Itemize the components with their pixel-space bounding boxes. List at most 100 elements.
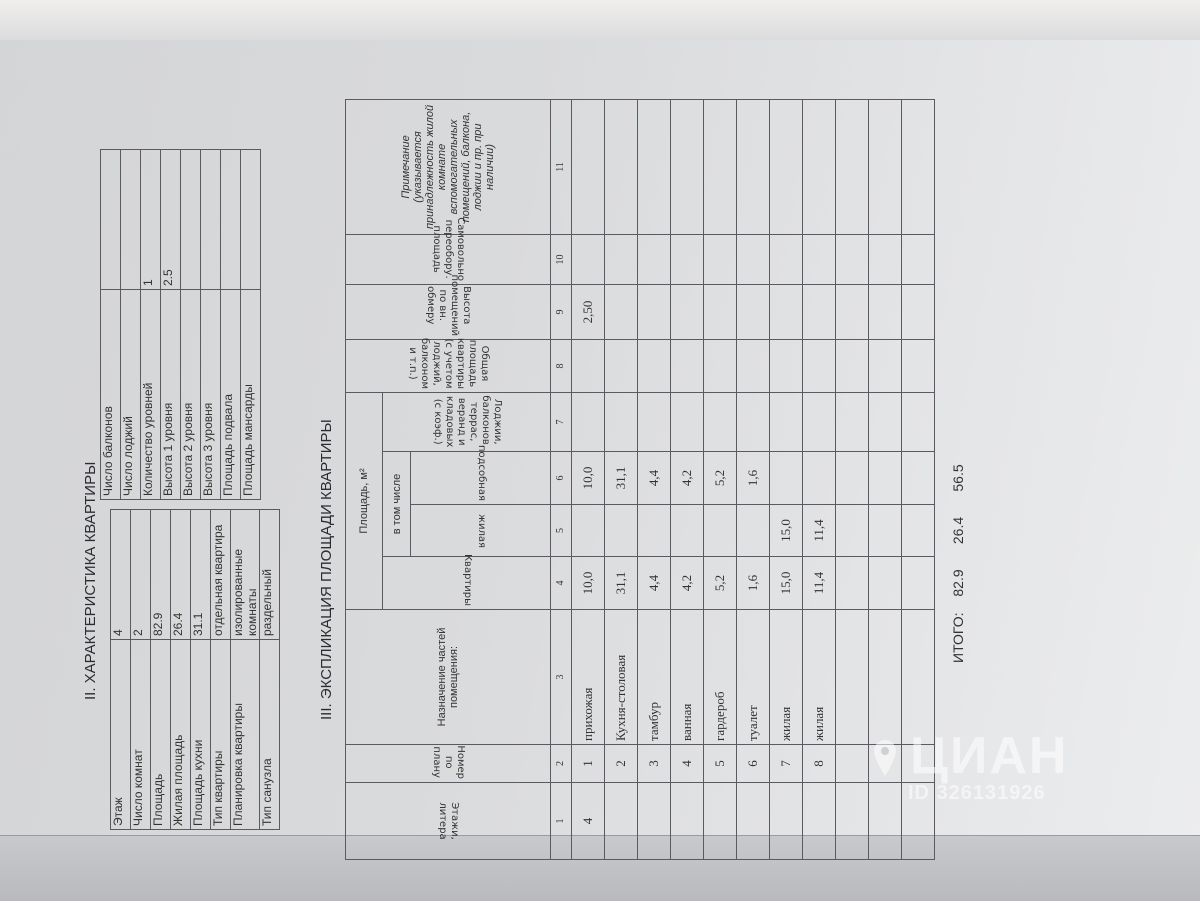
cell-name: туалет [736, 609, 770, 745]
cell-apartment [901, 556, 935, 610]
header-unauthorized: Самовольно переобору. площадь [345, 217, 551, 285]
cell-floor [637, 782, 671, 860]
cell-floor [736, 782, 770, 860]
cell-loggia [835, 392, 869, 452]
section2-title: II. ХАРАКТЕРИСТИКА КВАРТИРЫ [82, 461, 99, 700]
cell-height [736, 284, 770, 340]
cell-living: 11,4 [802, 504, 836, 557]
characteristic-row: Количество уровней 1 [140, 149, 161, 500]
column-number: 1 [550, 782, 572, 860]
table-row: 4 1 прихожая 10,0 10,0 2,50 [571, 99, 605, 860]
cell-loggia [571, 392, 605, 452]
characteristic-row: Этаж 4 [110, 509, 131, 830]
characteristic-row: Площадь подвала [220, 149, 241, 500]
cell-total [571, 339, 605, 393]
cell-loggia [868, 392, 902, 452]
characteristic-label: Жилая площадь [170, 639, 191, 830]
characteristic-row: Жилая площадь 26.4 [170, 509, 191, 830]
total-apartment: 82.9 [934, 556, 981, 610]
cell-floor [703, 782, 737, 860]
cell-apartment: 4,4 [637, 556, 671, 610]
cell-auxiliary: 4,4 [637, 451, 671, 505]
cell-num [835, 744, 869, 783]
total-blank [934, 284, 981, 340]
cell-unauth [703, 234, 737, 285]
characteristic-row: Высота 3 уровня [200, 149, 221, 500]
characteristic-label: Высота 3 уровня [200, 289, 221, 500]
characteristic-label: Площадь мансарды [240, 289, 261, 500]
cell-num: 4 [670, 744, 704, 783]
cell-loggia [604, 392, 638, 452]
cell-name: Кухня-столовая [604, 609, 638, 745]
cell-height [637, 284, 671, 340]
cell-name: гардероб [703, 609, 737, 745]
cell-note [703, 99, 737, 235]
cell-note [835, 99, 869, 235]
characteristic-label: Площадь [150, 639, 171, 830]
cell-total [703, 339, 737, 393]
cell-unauth [868, 234, 902, 285]
watermark-logo: ЦИАН [910, 727, 1069, 785]
cell-note [670, 99, 704, 235]
cell-total [637, 339, 671, 393]
cell-auxiliary: 4,2 [670, 451, 704, 505]
characteristic-row: Число лоджий [120, 149, 141, 500]
column-number: 6 [550, 451, 572, 505]
cell-num: 8 [802, 744, 836, 783]
total-blank [934, 339, 981, 393]
characteristic-value: 31.1 [190, 509, 211, 640]
cell-loggia [901, 392, 935, 452]
characteristic-value: изолированные комнаты [230, 509, 260, 640]
watermark-id: ID 326131926 [908, 782, 1046, 804]
location-pin-icon [874, 740, 896, 776]
characteristic-value: 4 [110, 509, 131, 640]
characteristic-row: Планировка квартиры изолированные комнаты [230, 509, 260, 830]
cell-unauth [769, 234, 803, 285]
cell-unauth [835, 234, 869, 285]
cell-total [868, 339, 902, 393]
total-auxiliary: 56.5 [934, 451, 981, 505]
cell-floor [802, 782, 836, 860]
cell-unauth [670, 234, 704, 285]
cell-height [835, 284, 869, 340]
total-label: ИТОГО: [934, 609, 981, 745]
header-plan-number: Номер по плану [345, 744, 551, 783]
page-bottom-edge [0, 835, 1200, 901]
header-including: в том числе [382, 451, 411, 557]
cell-note [901, 99, 935, 235]
total-blank [934, 234, 981, 285]
total-blank [934, 99, 981, 235]
characteristic-row: Высота 2 уровня [180, 149, 201, 500]
cell-total [670, 339, 704, 393]
column-number: 11 [550, 99, 572, 235]
header-floor: Этажи, литера [345, 782, 551, 860]
characteristic-row: Тип санузла раздельный [259, 509, 280, 830]
column-number: 9 [550, 284, 572, 340]
column-number: 7 [550, 392, 572, 452]
header-apartment: Квартиры [382, 554, 551, 610]
characteristic-value [120, 149, 141, 290]
cell-auxiliary [868, 451, 902, 505]
cell-living [604, 504, 638, 557]
characteristic-label: Тип квартиры [210, 639, 231, 830]
cell-loggia [736, 392, 770, 452]
cell-total [769, 339, 803, 393]
table-row: 5 гардероб 5,2 5,2 [703, 99, 737, 860]
characteristic-label: Количество уровней [140, 289, 161, 500]
characteristic-value: 26.4 [170, 509, 191, 640]
cell-num: 3 [637, 744, 671, 783]
total-blank [934, 392, 981, 452]
table-row: 2 Кухня-столовая 31,1 31,1 [604, 99, 638, 860]
characteristic-value: отдельная квартира [210, 509, 231, 640]
characteristic-label: Площадь кухни [190, 639, 211, 830]
cell-height [670, 284, 704, 340]
cell-loggia [769, 392, 803, 452]
cell-floor [604, 782, 638, 860]
cell-note [604, 99, 638, 235]
column-number: 5 [550, 504, 572, 557]
cell-living [670, 504, 704, 557]
cell-living [868, 504, 902, 557]
cell-apartment: 31,1 [604, 556, 638, 610]
characteristics-table-right: Число балконов Число лоджий Количество уро… [100, 149, 261, 500]
cell-height [604, 284, 638, 340]
